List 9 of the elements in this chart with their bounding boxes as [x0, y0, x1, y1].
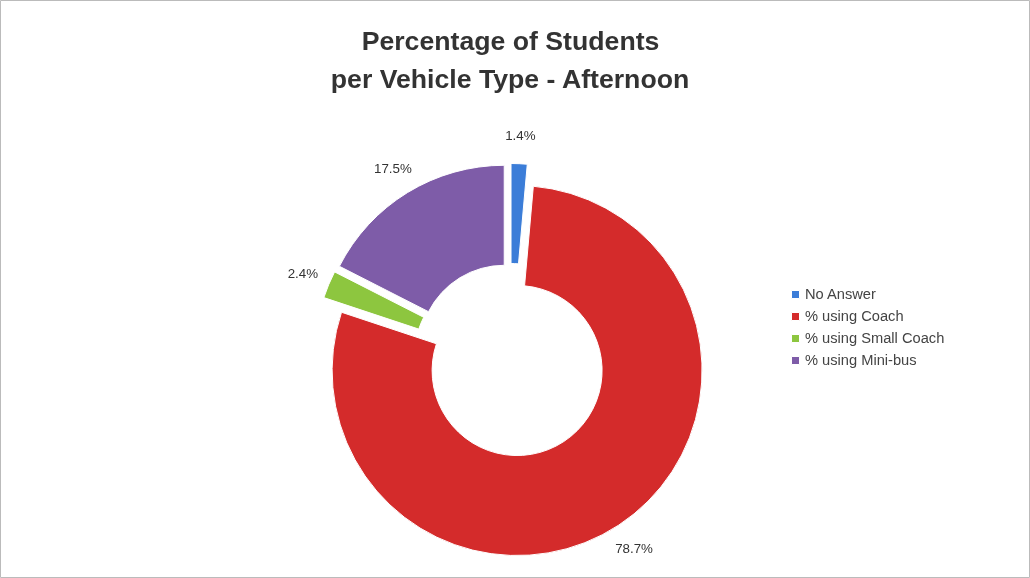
legend-label: % using Mini-bus [805, 352, 917, 368]
data-label: 2.4% [287, 266, 319, 282]
data-label: 1.4% [505, 128, 536, 144]
legend-label: % using Coach [805, 308, 904, 324]
legend-label: No Answer [805, 286, 876, 302]
data-label: 78.7% [615, 541, 654, 557]
legend-label: % using Small Coach [805, 330, 945, 346]
data-label: 17.5% [374, 161, 412, 177]
chart-title: Percentage of Students per Vehicle Type - Afternoon [330, 25, 690, 94]
